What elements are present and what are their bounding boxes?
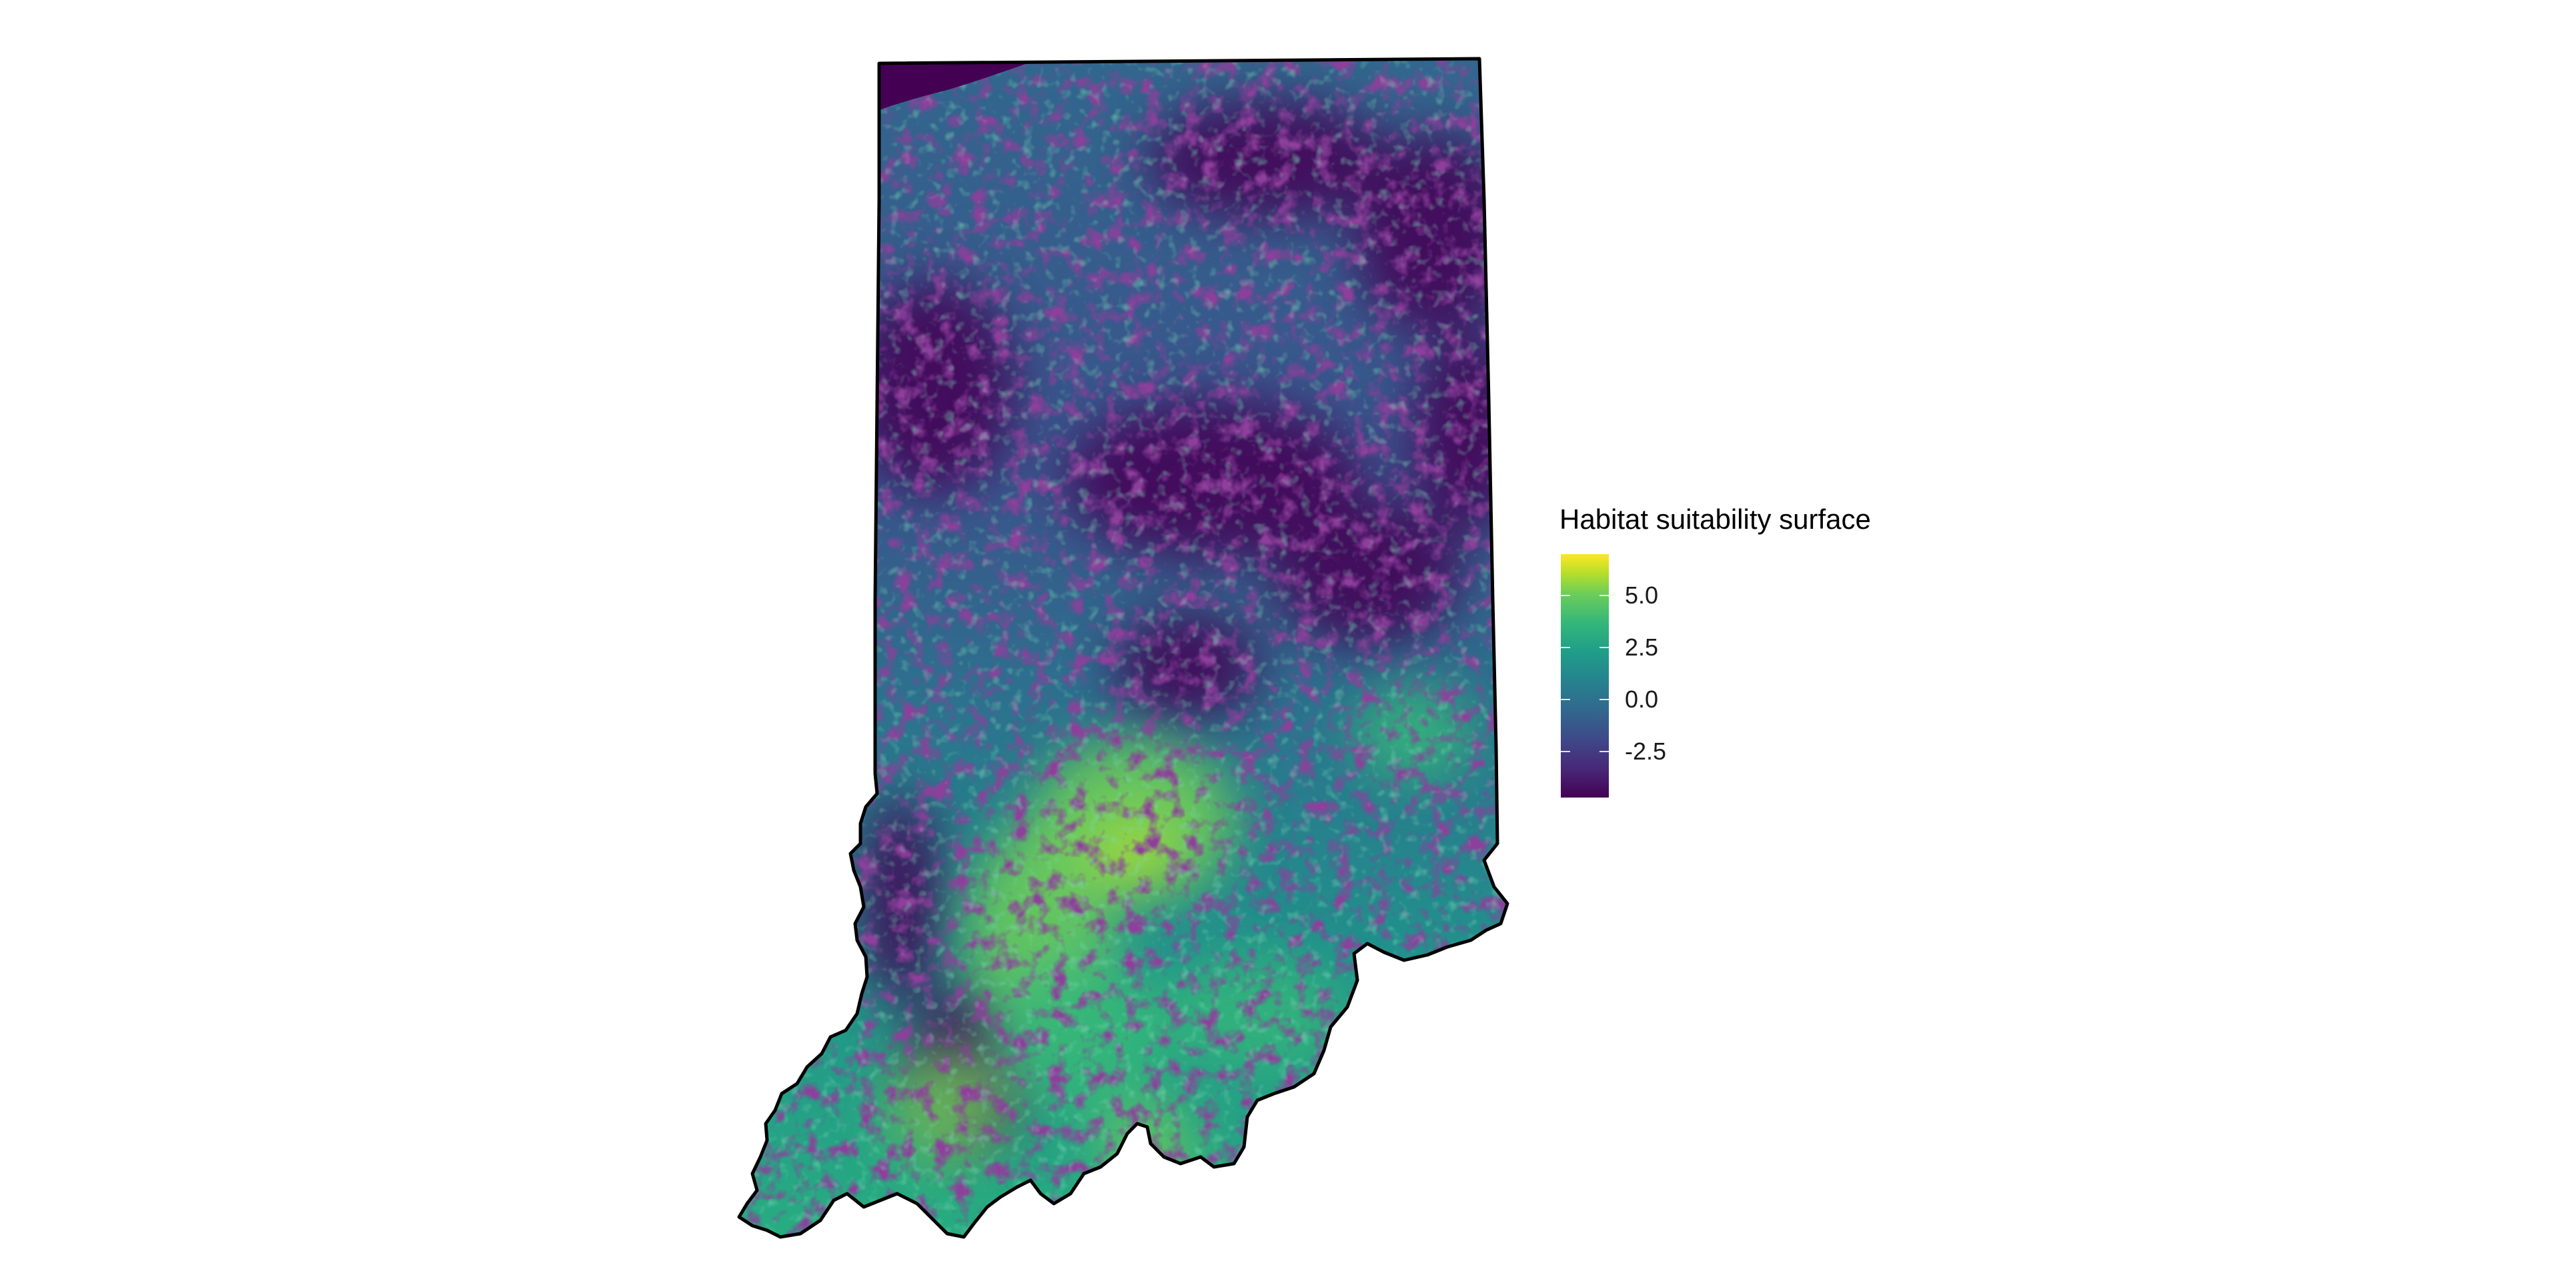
- legend-tick-label: 5.0: [1625, 581, 1659, 609]
- legend-title: Habitat suitability surface: [1559, 503, 1871, 535]
- legend-colorbar: [1561, 554, 1609, 798]
- legend-colorbar-group: 5.0 2.5 0.0 -2.5: [1559, 554, 1871, 798]
- lake-michigan-corner: [879, 63, 1027, 110]
- legend: Habitat suitability surface 5.0 2.5 0.0 -2.…: [1559, 503, 1871, 798]
- legend-tick-label: -2.5: [1625, 738, 1667, 766]
- legend-tick-label: 2.5: [1625, 633, 1659, 662]
- legend-tick-label: 0.0: [1625, 686, 1659, 714]
- state-boundary: [737, 57, 1509, 1239]
- texture-light: [739, 59, 1507, 1237]
